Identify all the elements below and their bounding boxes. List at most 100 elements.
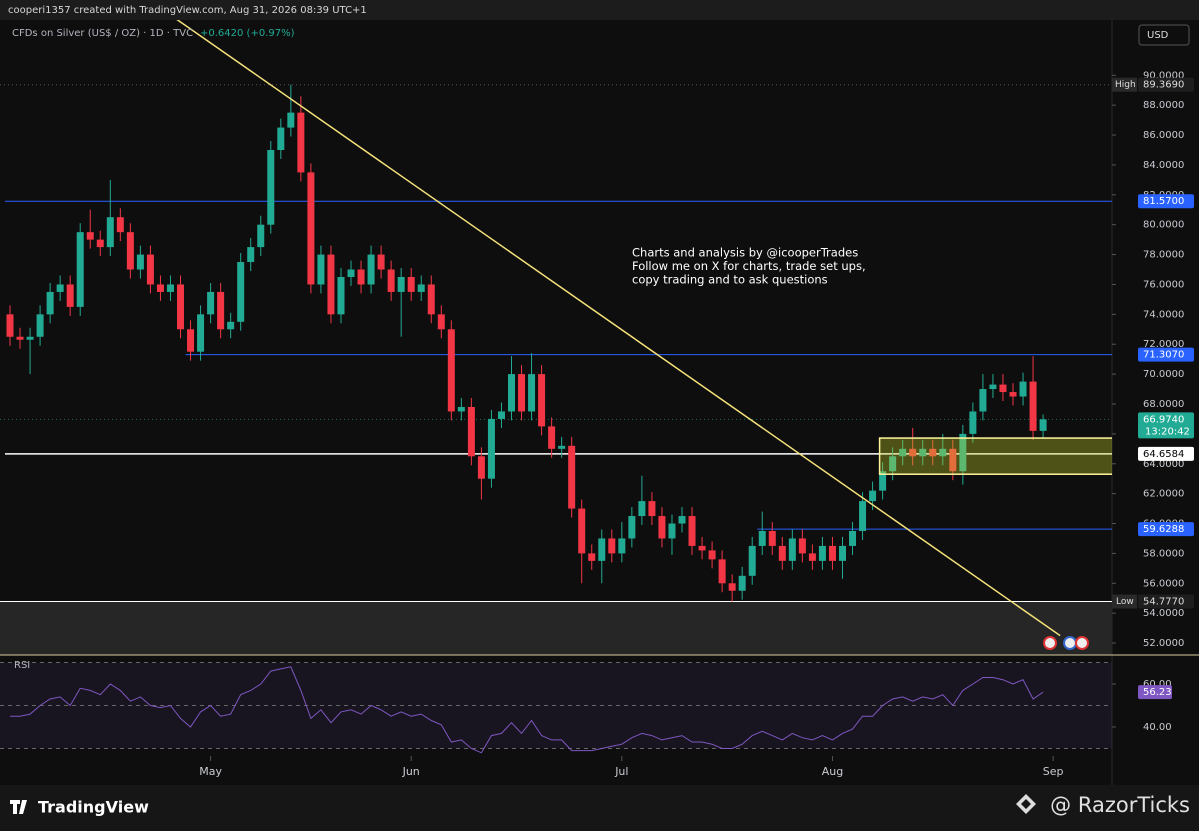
- high-tag-box: [1112, 77, 1137, 92]
- y-tick-label: 88.0000: [1143, 100, 1184, 111]
- low-tag: Low: [1116, 597, 1134, 607]
- y-tick-label: 54.0000: [1143, 608, 1184, 619]
- legend-change: +0.6420 (+0.97%): [200, 28, 295, 39]
- candle-body: [678, 516, 686, 524]
- candle-body: [46, 291, 54, 315]
- candle-body: [257, 224, 265, 248]
- candle-body: [698, 545, 706, 551]
- candle-body: [56, 284, 64, 292]
- level-label-box: [1138, 194, 1194, 209]
- rsi-last-box: [1138, 685, 1172, 700]
- candle-body: [136, 254, 144, 270]
- candle-body: [477, 456, 485, 479]
- rsi-line: [10, 666, 1044, 754]
- candle-body: [929, 448, 937, 457]
- candle-body: [518, 374, 526, 412]
- candle-body: [457, 406, 465, 412]
- candle-body: [116, 217, 124, 233]
- candle-body: [879, 471, 887, 491]
- x-tick-label: Aug: [822, 765, 843, 778]
- high-tag: High: [1115, 80, 1136, 90]
- candle-body: [66, 284, 74, 307]
- rsi-pane: [0, 661, 1112, 754]
- zone: [878, 437, 1112, 475]
- y-tick-label: 62.0000: [1143, 489, 1184, 500]
- candle-body: [999, 384, 1007, 393]
- y-tick-label: 56.0000: [1143, 578, 1184, 589]
- y-tick-label: 90.0000: [1143, 70, 1184, 81]
- level-label-box: [1138, 522, 1194, 537]
- annotation: Follow me on X for charts, trade set ups…: [632, 259, 866, 273]
- candle-body: [1029, 381, 1037, 431]
- candle-body: [237, 262, 245, 322]
- candle-body: [758, 530, 766, 546]
- event-icon[interactable]: [1075, 636, 1089, 650]
- candle-body: [337, 276, 345, 315]
- candle-body: [859, 501, 867, 531]
- y-tick-label: 40.00: [1143, 722, 1172, 733]
- candle-body: [959, 433, 967, 472]
- candle-body: [598, 538, 606, 561]
- legend-title: CFDs on Silver (US$ / OZ) · 1D · TVC: [12, 28, 193, 39]
- candle-body: [979, 389, 987, 412]
- candle-body: [989, 384, 997, 390]
- candle-body: [96, 239, 104, 248]
- y-tick-label: 84.0000: [1143, 160, 1184, 171]
- candle-body: [317, 254, 325, 285]
- candle-body: [347, 269, 355, 277]
- candle-body: [166, 284, 174, 292]
- candle-body: [919, 448, 927, 457]
- candle-body: [969, 411, 977, 434]
- candle-body: [397, 276, 405, 292]
- candle-body: [357, 269, 365, 285]
- candle-body: [16, 336, 24, 340]
- countdown: 13:20:42: [1145, 426, 1190, 437]
- x-tick-label: May: [199, 765, 222, 778]
- candle-body: [327, 254, 335, 315]
- low-zone: [0, 601, 1112, 655]
- candle-body: [1009, 392, 1017, 397]
- event-icons[interactable]: [1043, 636, 1089, 650]
- candle-body: [949, 448, 957, 472]
- currency-box[interactable]: [1138, 24, 1190, 46]
- candle-body: [778, 545, 786, 561]
- candle-body: [417, 284, 425, 292]
- candle-body: [838, 545, 846, 561]
- event-icon[interactable]: [1063, 636, 1077, 650]
- candle-body: [939, 448, 947, 457]
- candle-body: [588, 553, 596, 561]
- candle-body: [217, 291, 225, 330]
- last-price-label: 66.9740: [1143, 414, 1184, 425]
- y-tick-label: 68.0000: [1143, 399, 1184, 410]
- annotation: copy trading and to ask questions: [632, 273, 828, 287]
- candle-body: [608, 538, 616, 554]
- candle-body: [227, 321, 235, 330]
- candle-body: [738, 575, 746, 591]
- candle-body: [578, 508, 586, 554]
- candle-body: [528, 374, 536, 412]
- candle-body: [869, 490, 877, 502]
- candle-body: [106, 217, 114, 248]
- watermark-logo: [1016, 794, 1036, 814]
- candle-body: [126, 232, 134, 270]
- candle-body: [297, 112, 305, 173]
- footer-bar: [0, 785, 1199, 831]
- candle-body: [187, 329, 195, 352]
- candle-body: [548, 426, 556, 449]
- level-label: 81.5700: [1143, 196, 1184, 207]
- overlay: 52.000054.000056.000058.000060.000062.00…: [199, 70, 1194, 778]
- candle-body: [909, 448, 917, 457]
- header-text: cooperi1357 created with TradingView.com…: [8, 5, 367, 16]
- y-tick-label: 70.0000: [1143, 369, 1184, 380]
- candle-body: [86, 232, 94, 240]
- level-label-box: [1138, 347, 1194, 362]
- level-label-box: [1138, 446, 1194, 461]
- candle-body: [688, 516, 696, 546]
- event-icon[interactable]: [1043, 636, 1057, 650]
- trendline: [176, 20, 1061, 637]
- candle-body: [798, 538, 806, 554]
- candle-body: [558, 445, 566, 449]
- candle-body: [718, 559, 726, 584]
- candle-body: [808, 553, 816, 561]
- y-tick-label: 58.0000: [1143, 548, 1184, 559]
